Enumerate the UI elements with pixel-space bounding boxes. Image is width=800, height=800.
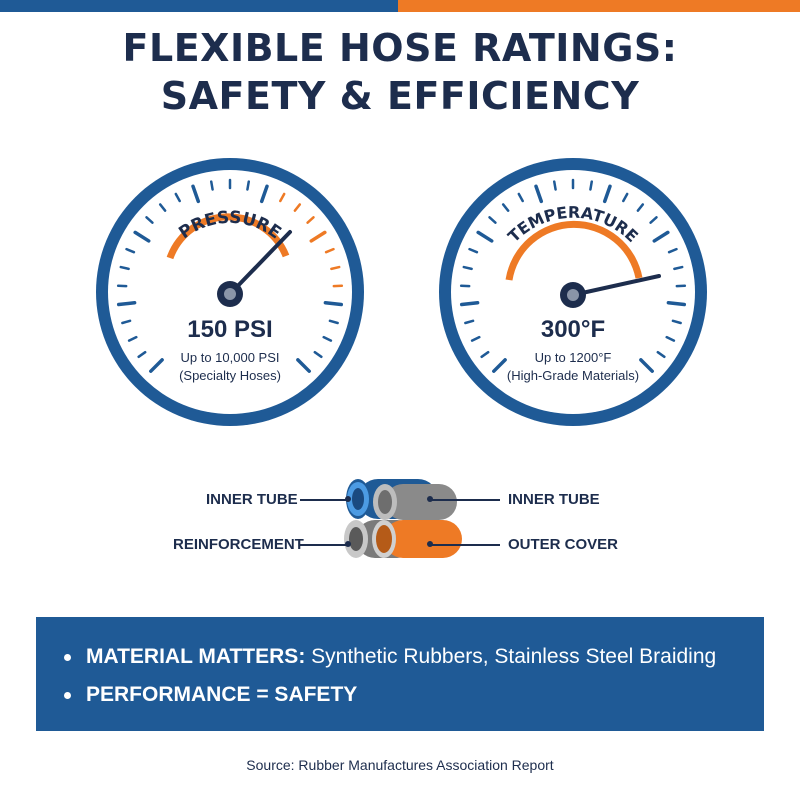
hose-label-inner-tube-left: INNER TUBE <box>206 491 298 508</box>
source-citation: Source: Rubber Manufactures Association … <box>246 757 554 773</box>
gauge-tick <box>125 247 136 254</box>
pressure-detail-max: Up to 10,000 PSI <box>180 350 280 365</box>
gauge-tick <box>667 247 678 254</box>
gauge-tick <box>656 350 666 359</box>
gauge-tick <box>137 350 147 359</box>
top-bar-orange-segment <box>398 0 800 12</box>
gauge-tick <box>666 300 687 307</box>
gauge-tick <box>462 265 473 271</box>
gauge-tick <box>476 230 494 243</box>
temperature-needle <box>571 274 661 297</box>
gauge-tick <box>622 192 629 203</box>
pressure-gauge: PRESSURE 150 PSI Up to 10,000 PSI (Speci… <box>90 152 370 432</box>
gauge-tick <box>279 192 286 203</box>
key-point-material: MATERIAL MATTERS: Synthetic Rubbers, Sta… <box>64 645 717 669</box>
pressure-gauge-dial: PRESSURE <box>96 158 364 426</box>
gauge-tick <box>328 319 339 325</box>
gauge-tick <box>127 335 138 342</box>
gauge-tick <box>324 247 335 254</box>
gauge-tick <box>158 203 167 212</box>
gauge-tick <box>174 192 181 203</box>
key-point-performance-heading: PERFORMANCE = SAFETY <box>86 683 358 706</box>
top-accent-bar <box>0 0 800 12</box>
temperature-detail-note: (High-Grade Materials) <box>506 368 640 383</box>
gauge-tick <box>470 335 481 342</box>
gauge-tick <box>322 335 333 342</box>
title-line-2: SAFETY & EFFICIENCY <box>160 74 640 118</box>
gauge-tick <box>671 319 682 325</box>
temperature-orange-arc <box>505 220 643 281</box>
title-line-1: FLEXIBLE HOSE RATINGS: <box>122 26 678 70</box>
hose-tube-gray-top <box>385 484 457 520</box>
gauge-tick <box>259 184 269 204</box>
gauge-tick <box>296 358 311 373</box>
pressure-detail-note: (Specialty Hoses) <box>179 368 281 383</box>
gauge-tick <box>191 184 201 204</box>
gauge-tick <box>330 265 341 271</box>
temperature-gauge-dial: TEMPERATURE <box>439 158 707 426</box>
pressure-tick-marks <box>116 178 344 373</box>
gauge-tick <box>293 203 302 212</box>
gauge-tick <box>492 358 507 373</box>
gauge-tick <box>636 203 645 212</box>
gauge-tick <box>589 180 594 191</box>
hose-label-outer-cover: OUTER COVER <box>508 536 619 553</box>
gauge-tick <box>639 358 654 373</box>
gauge-tick <box>649 216 658 224</box>
leader-line-reinforcement <box>300 544 348 546</box>
key-point-material-text: Synthetic Rubbers, Stainless Steel Braid… <box>305 645 717 668</box>
gauge-tick <box>149 358 164 373</box>
key-point-performance: PERFORMANCE = SAFETY <box>64 683 358 707</box>
bullet-icon <box>64 654 71 661</box>
gauge-tick <box>121 319 132 325</box>
bullet-icon <box>64 692 71 699</box>
gauge-tick <box>119 265 130 271</box>
gauge-tick <box>480 350 490 359</box>
gauge-tick <box>468 247 479 254</box>
gauge-tick <box>133 230 151 243</box>
gauge-tick <box>306 216 315 224</box>
gauge-tick <box>517 192 524 203</box>
gauge-tick <box>602 184 612 204</box>
hose-layers-illustration <box>344 479 462 558</box>
hose-tube-orange <box>384 520 462 558</box>
gauge-tick <box>673 265 684 271</box>
temperature-detail-max: Up to 1200°F <box>534 350 612 365</box>
gauge-tick <box>652 230 670 243</box>
gauge-tick <box>116 300 137 307</box>
gauge-tick <box>459 300 480 307</box>
top-bar-blue-segment <box>0 0 398 12</box>
leader-line-outer-cover <box>430 544 500 546</box>
gauge-tick <box>665 335 676 342</box>
gauge-tick <box>209 180 214 191</box>
key-point-material-heading: MATERIAL MATTERS: <box>86 645 306 668</box>
pressure-value: 150 PSI <box>187 316 273 343</box>
gauge-tick <box>246 180 251 191</box>
gauge-tick <box>488 216 497 224</box>
page-title: FLEXIBLE HOSE RATINGS: SAFETY & EFFICIEN… <box>0 24 800 120</box>
gauge-tick <box>313 350 323 359</box>
gauge-tick <box>464 319 475 325</box>
gauge-tick <box>501 203 510 212</box>
temperature-value: 300°F <box>540 316 606 343</box>
hose-label-reinforcement: REINFORCEMENT <box>173 536 304 553</box>
gauge-tick <box>552 180 557 191</box>
leader-line-inner-tube-right <box>430 499 500 501</box>
temperature-gauge: TEMPERATURE 300°F Up to 1200°F (High-Gra… <box>433 152 713 432</box>
pressure-orange-arc <box>166 213 290 260</box>
gauge-tick <box>323 300 344 307</box>
leader-line-inner-tube-left <box>300 499 348 501</box>
hose-label-inner-tube-right: INNER TUBE <box>508 491 600 508</box>
key-points-banner: MATERIAL MATTERS: Synthetic Rubbers, Sta… <box>36 617 764 731</box>
gauge-tick <box>534 184 544 204</box>
temperature-tick-marks <box>459 178 687 373</box>
pressure-needle <box>228 230 292 296</box>
gauge-tick <box>145 216 154 224</box>
gauge-tick <box>309 230 327 243</box>
